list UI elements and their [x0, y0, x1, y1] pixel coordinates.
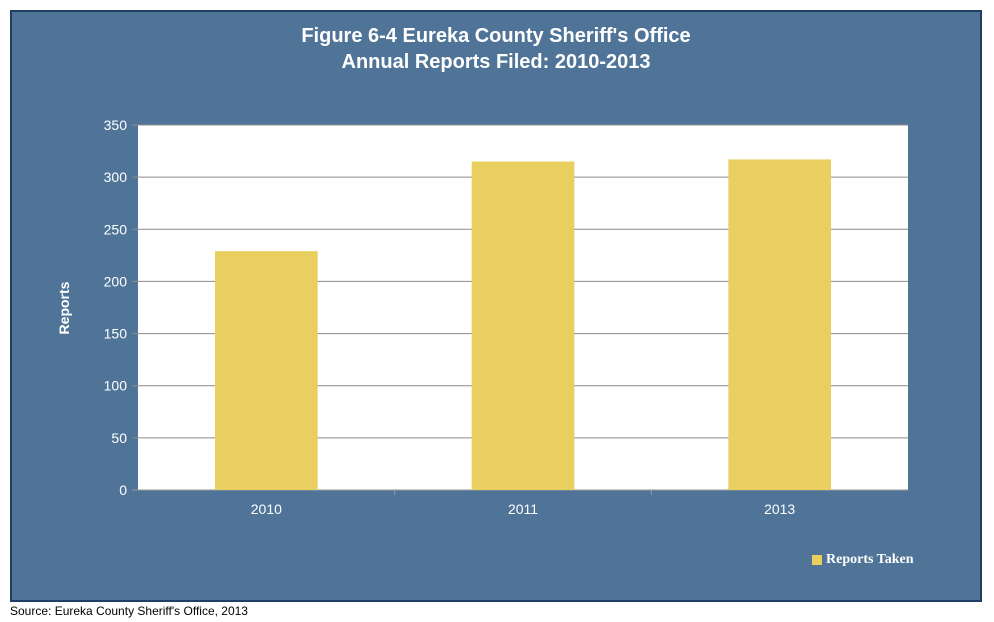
y-tick-label: 100: [104, 378, 128, 394]
y-tick-label: 350: [104, 117, 128, 133]
bar-2011: [471, 161, 575, 490]
bar-chart: 0 50 100 150 200 250 300 350 2010 2011 2013 Repor…: [56, 117, 908, 517]
legend-label: Reports Taken: [826, 552, 914, 567]
x-tick-label: 2013: [764, 501, 795, 517]
bar-2013: [728, 159, 831, 490]
y-tick-label: 50: [111, 430, 127, 446]
y-tick-label: 150: [104, 326, 128, 342]
chart-panel: Figure 6-4 Eureka County Sheriff's Offic…: [10, 10, 982, 602]
bars: [215, 159, 831, 490]
legend-swatch: [812, 555, 822, 565]
chart-subtitle: Annual Reports Filed: 2010-2013: [341, 51, 651, 73]
x-tick-label: 2011: [508, 501, 538, 517]
y-tick-label: 200: [104, 273, 128, 289]
y-tick-label: 300: [104, 169, 128, 185]
legend: Reports Taken: [812, 552, 914, 568]
y-tick-label: 250: [104, 221, 128, 237]
source-note: Source: Eureka County Sheriff's Office, …: [10, 604, 248, 618]
x-tick-label: 2010: [251, 501, 282, 517]
y-tick-label: 0: [119, 482, 127, 498]
y-tick-labels: 0 50 100 150 200 250 300 350: [104, 117, 128, 498]
bar-2010: [215, 251, 318, 490]
x-tick-labels: 2010 2011 2013: [251, 501, 796, 517]
y-axis-label: Reports: [56, 281, 72, 334]
chart-title: Figure 6-4 Eureka County Sheriff's Offic…: [301, 25, 691, 47]
